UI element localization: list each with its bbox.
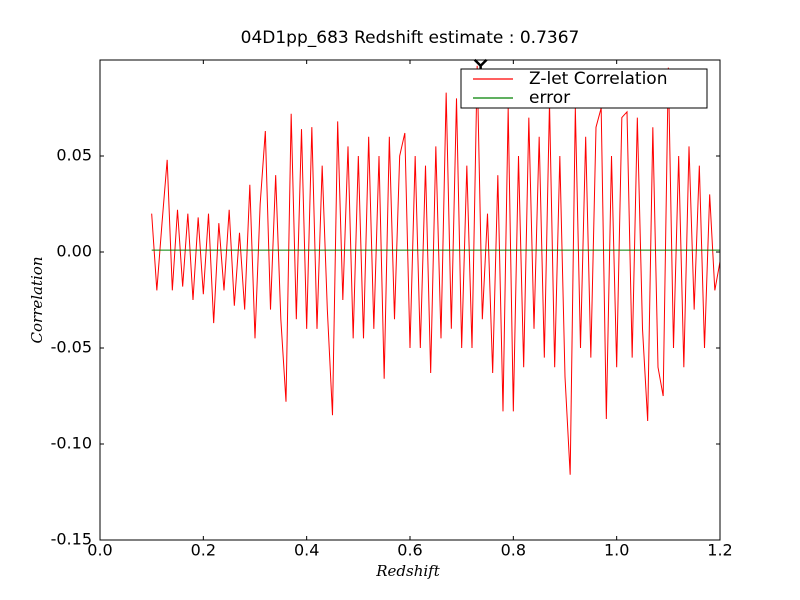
x-axis-label: Redshift — [375, 562, 440, 580]
x-tick-label: 0.2 — [191, 541, 216, 560]
y-tick-label: -0.15 — [51, 530, 92, 549]
y-tick-label: -0.10 — [51, 434, 92, 453]
data-line — [151, 65, 721, 475]
x-tick-label: 1.2 — [707, 541, 732, 560]
chart-title: 04D1pp_683 Redshift estimate : 0.7367 — [241, 28, 580, 48]
legend-box — [460, 68, 708, 109]
x-tick-label: 0.8 — [501, 541, 526, 560]
y-tick-label: -0.05 — [51, 338, 92, 357]
x-tick-label: 1.0 — [604, 541, 629, 560]
y-tick-label: 0.00 — [56, 242, 92, 261]
y-axis-label: Correlation — [28, 257, 46, 344]
y-tick-label: 0.05 — [56, 146, 92, 165]
x-tick-label: 0.6 — [397, 541, 422, 560]
legend-label: Z-let Correlation — [529, 69, 667, 89]
legend-label: error — [529, 88, 570, 108]
x-tick-label: 0.4 — [294, 541, 319, 560]
x-tick-label: 0.0 — [87, 541, 112, 560]
